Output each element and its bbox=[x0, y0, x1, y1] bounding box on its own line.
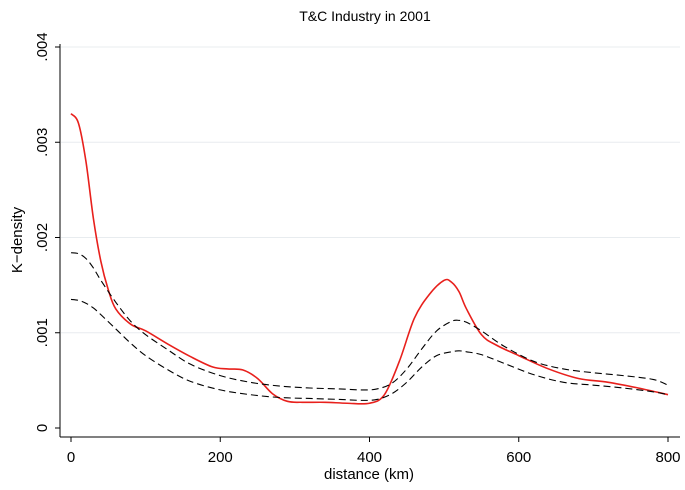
y-axis-label: K−density bbox=[9, 206, 26, 273]
y-tick-label: .001 bbox=[34, 318, 51, 347]
axes bbox=[59, 44, 680, 438]
x-axis-label: distance (km) bbox=[324, 466, 414, 483]
y-tick-label: .003 bbox=[34, 128, 51, 157]
x-tick-label: 0 bbox=[67, 449, 75, 466]
x-tick-label: 400 bbox=[357, 449, 382, 466]
k-density-line bbox=[70, 113, 669, 405]
lower-envelope-line bbox=[70, 298, 669, 401]
x-tick-label: 200 bbox=[208, 449, 233, 466]
x-tick-label: 600 bbox=[506, 449, 531, 466]
axis-ticks: 0 .001 .002 .003 .004 0 200 400 600 800 bbox=[34, 32, 681, 466]
series-lines bbox=[70, 113, 669, 405]
grid-lines bbox=[61, 46, 680, 334]
x-tick-label: 800 bbox=[655, 449, 680, 466]
chart-title: T&C Industry in 2001 bbox=[299, 8, 431, 24]
y-tick-label: .002 bbox=[34, 223, 51, 252]
y-tick-label: 0 bbox=[34, 424, 51, 432]
y-tick-label: .004 bbox=[34, 32, 51, 61]
upper-envelope-line bbox=[70, 252, 669, 391]
